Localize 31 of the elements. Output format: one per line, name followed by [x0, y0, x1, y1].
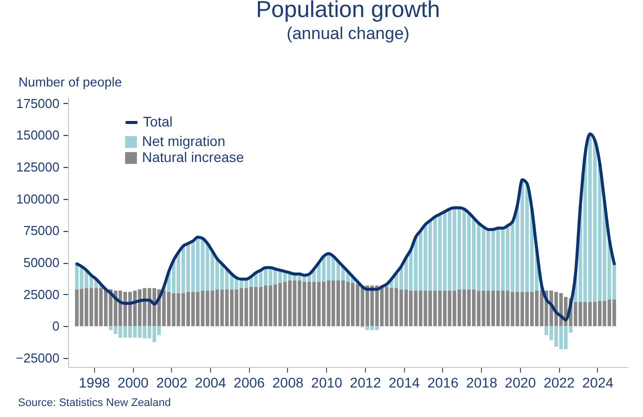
y-tick-label: 150000: [16, 128, 60, 143]
x-tick-label: 2000: [117, 374, 149, 390]
y-tick-label: 125000: [16, 160, 60, 175]
y-axis-title: Number of people: [18, 74, 122, 90]
x-tick-label: 2004: [194, 374, 226, 390]
y-tick-label: 75000: [23, 223, 60, 238]
legend-label: Natural increase: [142, 149, 244, 165]
legend-label: Net migration: [142, 133, 226, 149]
y-tick-label: 175000: [16, 96, 60, 111]
x-tick-label: 2018: [466, 374, 498, 390]
x-tick-label: 2024: [582, 374, 614, 390]
x-tick-label: 2012: [350, 374, 382, 390]
y-tick-label: 50000: [23, 255, 60, 270]
y-tick-label: 0: [52, 318, 60, 334]
x-tick-label: 2022: [544, 374, 575, 390]
x-tick-label: 2006: [234, 374, 266, 390]
line-series: [75, 132, 616, 322]
source-note: Source: Statistics New Zealand: [18, 397, 171, 409]
legend-label: Total: [143, 114, 173, 130]
x-tick-label: 2008: [272, 374, 304, 390]
x-tick-label: 2020: [504, 374, 536, 390]
x-tick-label: 2016: [427, 374, 459, 390]
x-tick-label: 2002: [156, 374, 188, 390]
y-tick-label: 100000: [16, 191, 60, 206]
chart-title: Population growth: [256, 0, 440, 22]
y-tick-label: −25000: [16, 350, 60, 366]
chart-subtitle: (annual change): [286, 24, 410, 43]
x-tick-label: 2010: [311, 374, 343, 390]
x-tick-label: 1998: [78, 374, 110, 390]
y-tick-label: 25000: [23, 286, 60, 302]
x-tick-label: 2014: [388, 374, 420, 390]
